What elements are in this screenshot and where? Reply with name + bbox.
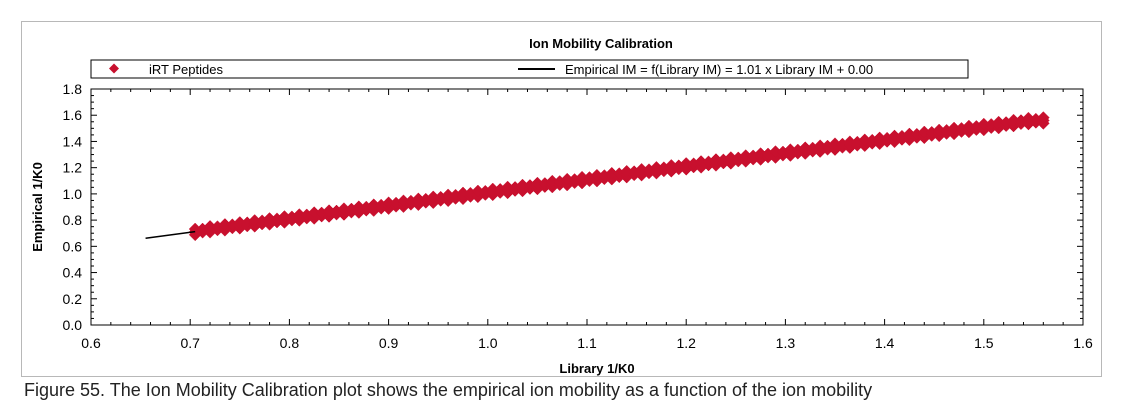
y-tick-label: 0.2 <box>63 291 83 307</box>
data-point <box>1036 111 1050 124</box>
chart-legend: iRT Peptides Empirical IM = f(Library IM)… <box>90 59 969 79</box>
x-tick-label: 0.7 <box>180 335 200 351</box>
x-tick-label: 1.5 <box>974 335 994 351</box>
x-tick-label: 1.6 <box>1073 335 1093 351</box>
y-axis: 0.0 0.2 0.4 0.6 0.8 1.0 1.2 1.4 1.6 1.8 <box>63 81 1083 333</box>
data-point <box>1022 111 1035 125</box>
x-tick-label: 1.3 <box>776 335 796 351</box>
x-tick-label: 0.6 <box>81 335 101 351</box>
chart-title: Ion Mobility Calibration <box>529 36 673 51</box>
x-tick-label: 0.9 <box>379 335 399 351</box>
legend-label-fit: Empirical IM = f(Library IM) = 1.01 x Li… <box>565 62 873 77</box>
legend-label-iRT-peptides: iRT Peptides <box>149 62 223 77</box>
y-tick-label: 1.6 <box>63 107 83 123</box>
y-axis-label: Empirical 1/K0 <box>30 162 45 252</box>
plot-area-border <box>90 88 1084 326</box>
x-tick-label: 1.4 <box>875 335 895 351</box>
y-tick-label: 1.4 <box>63 133 83 149</box>
x-tick-label: 0.8 <box>280 335 300 351</box>
legend-marker-iRT-peptides <box>109 63 119 74</box>
y-tick-label: 1.0 <box>63 186 83 202</box>
series-iRT-peptides <box>188 111 1050 242</box>
y-tick-label: 1.8 <box>63 81 83 97</box>
chart-frame: Ion Mobility Calibration iRT Peptides Empi… <box>21 21 1102 377</box>
y-tick-label: 0.0 <box>63 317 83 333</box>
x-axis-label: Library 1/K0 <box>559 361 634 376</box>
x-tick-label: 1.0 <box>478 335 498 351</box>
series-fit-line <box>145 230 196 239</box>
ion-mobility-calibration-chart: Ion Mobility Calibration iRT Peptides Empi… <box>30 36 1093 376</box>
x-axis: 0.6 0.7 0.8 0.9 1.0 1.1 1.2 1.3 1.4 1.5 1.6 <box>81 89 1093 351</box>
y-tick-label: 0.4 <box>63 265 83 281</box>
y-tick-label: 0.8 <box>63 212 83 228</box>
x-tick-label: 1.2 <box>676 335 696 351</box>
x-tick-label: 1.1 <box>577 335 597 351</box>
y-tick-label: 0.6 <box>63 238 83 254</box>
figure-caption: Figure 55. The Ion Mobility Calibration … <box>24 380 873 400</box>
y-tick-label: 1.2 <box>63 160 83 176</box>
